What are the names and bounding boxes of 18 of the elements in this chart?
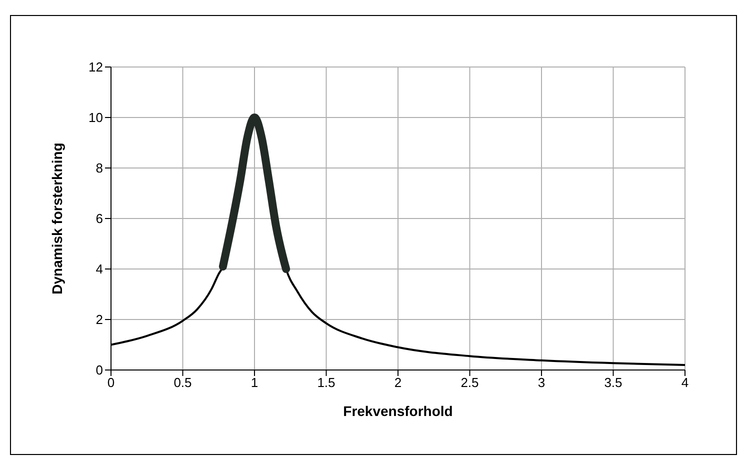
x-tick-label: 1 <box>250 375 258 390</box>
y-axis-title: Dynamisk forsterkning <box>48 142 65 294</box>
x-tick-label: 3 <box>538 375 546 390</box>
x-tick-label: 0.5 <box>174 375 192 390</box>
y-tick-label: 8 <box>96 160 103 176</box>
x-tick-label: 2 <box>394 375 402 390</box>
x-axis-title: Frekvensforhold <box>343 403 453 419</box>
x-tick-label: 4 <box>681 375 689 390</box>
y-tick-label: 0 <box>96 362 103 378</box>
y-tick-label: 2 <box>96 312 103 328</box>
y-tick-label: 4 <box>96 262 103 277</box>
x-tick-label: 1.5 <box>317 375 336 390</box>
x-tick-label: 3.5 <box>604 375 622 390</box>
y-tick-label: 10 <box>88 110 103 126</box>
y-tick-label: 6 <box>96 211 103 226</box>
x-tick-label: 2.5 <box>460 375 479 390</box>
y-tick-label: 12 <box>88 60 103 75</box>
x-tick-label: 0 <box>107 375 115 390</box>
